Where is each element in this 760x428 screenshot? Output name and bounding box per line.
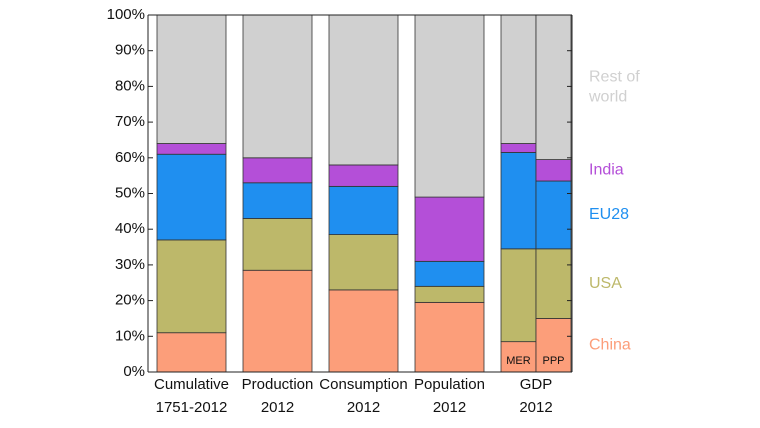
- bar-segment: [414, 14, 485, 198]
- bar-segment: [500, 248, 537, 343]
- bar-segment: [500, 341, 537, 373]
- y-tick-label: 100%: [107, 6, 145, 23]
- legend-label: Rest of: [589, 69, 640, 86]
- bar-segment: [328, 164, 399, 187]
- bar-segment: [500, 152, 537, 250]
- x-tick-label: 2012: [433, 399, 466, 416]
- bar-segment: [156, 143, 227, 155]
- y-tick-label: 20%: [115, 292, 145, 309]
- y-tick-label: 10%: [115, 327, 145, 344]
- bar-segment: [328, 289, 399, 373]
- bar-segment: [242, 14, 313, 159]
- bar-label: PPP: [542, 355, 564, 367]
- legend-label: China: [589, 336, 631, 353]
- y-tick-label: 40%: [115, 220, 145, 237]
- x-tick-label: 2012: [519, 399, 552, 416]
- bar-segment: [500, 143, 537, 153]
- x-tick-label: 2012: [347, 399, 380, 416]
- bar-segment: [535, 318, 572, 373]
- bar-segment: [414, 260, 485, 287]
- y-tick-label: 30%: [115, 256, 145, 273]
- bar-segment: [535, 248, 572, 319]
- bar-segment: [156, 14, 227, 144]
- x-tick-label: Production: [242, 376, 314, 393]
- bar-segment: [156, 332, 227, 373]
- y-tick-label: 60%: [115, 149, 145, 166]
- bar-segment: [156, 153, 227, 241]
- x-tick-label: Population: [414, 376, 485, 393]
- bar-segment: [328, 14, 399, 166]
- bar-segment: [535, 159, 572, 182]
- y-tick-label: 70%: [115, 113, 145, 130]
- bar-segment: [328, 234, 399, 291]
- legend-label: world: [588, 89, 627, 106]
- x-tick-label: GDP: [520, 376, 553, 393]
- bar-segment: [242, 269, 313, 373]
- bar-segment: [156, 239, 227, 334]
- bar-segment: [328, 185, 399, 235]
- x-tick-label: Consumption: [319, 376, 407, 393]
- y-tick-label: 80%: [115, 77, 145, 94]
- bar-segment: [535, 14, 572, 160]
- bar-segment: [414, 196, 485, 262]
- bar-segment: [414, 285, 485, 303]
- legend-label: India: [589, 162, 624, 179]
- x-tick-label: 2012: [261, 399, 294, 416]
- bar-segment: [242, 218, 313, 271]
- bar-segment: [414, 301, 485, 373]
- y-tick-label: 0%: [123, 363, 145, 380]
- x-tick-label: Cumulative: [154, 376, 229, 393]
- legend-label: USA: [589, 275, 622, 292]
- legend-label: EU28: [589, 206, 629, 223]
- bar-segment: [500, 14, 537, 144]
- bar-segment: [535, 180, 572, 250]
- y-tick-label: 90%: [115, 42, 145, 59]
- bar-label: MER: [506, 355, 531, 367]
- x-tick-label: 1751-2012: [156, 399, 228, 416]
- bar-segment: [242, 182, 313, 219]
- bar-segment: [242, 157, 313, 184]
- y-tick-label: 50%: [115, 184, 145, 201]
